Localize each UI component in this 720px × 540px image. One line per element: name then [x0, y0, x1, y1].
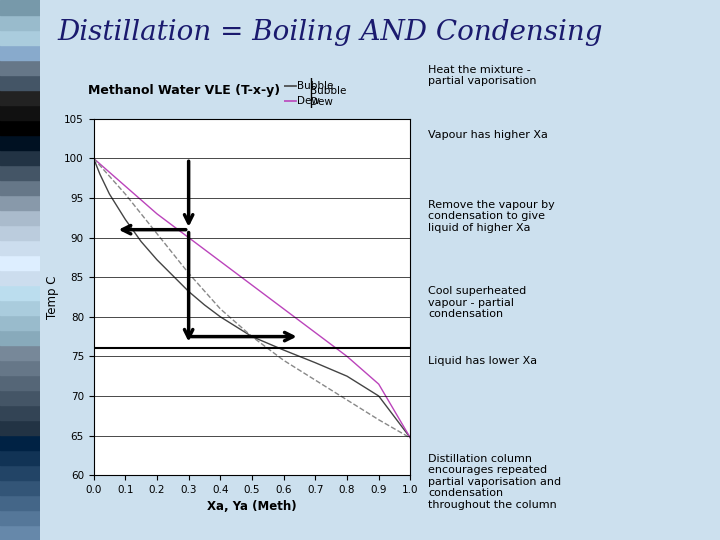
Bar: [0, 300, 40, 315]
Text: Bubble: Bubble: [310, 86, 346, 97]
Bar: [0, 315, 40, 330]
Text: Remove the vapour by
condensation to give
liquid of higher Xa: Remove the vapour by condensation to giv…: [428, 200, 555, 233]
Bar: [0, 435, 40, 450]
Bar: [0, 270, 40, 285]
Text: Distillation column
encourages repeated
partial vaporisation and
condensation
th: Distillation column encourages repeated …: [428, 454, 562, 510]
Text: Bubble: Bubble: [297, 80, 333, 91]
Y-axis label: Temp C: Temp C: [45, 275, 58, 319]
Bar: [0, 330, 40, 345]
Text: Cool superheated
vapour - partial
condensation: Cool superheated vapour - partial conden…: [428, 286, 526, 319]
Bar: [0, 510, 40, 525]
Bar: [0, 210, 40, 225]
Bar: [0, 120, 40, 135]
Bar: [0, 0, 40, 15]
Text: Vapour has higher Xa: Vapour has higher Xa: [428, 130, 548, 140]
Bar: [0, 405, 40, 420]
X-axis label: Xa, Ya (Meth): Xa, Ya (Meth): [207, 501, 297, 514]
Bar: [0, 345, 40, 360]
Bar: [0, 105, 40, 120]
Bar: [0, 285, 40, 300]
Bar: [0, 480, 40, 495]
Text: Distillation = Boiling AND Condensing: Distillation = Boiling AND Condensing: [58, 19, 603, 46]
Bar: [0, 180, 40, 195]
Bar: [0, 465, 40, 480]
Bar: [0, 495, 40, 510]
Text: Liquid has lower Xa: Liquid has lower Xa: [428, 356, 538, 367]
Bar: [0, 225, 40, 240]
Bar: [0, 195, 40, 210]
Bar: [0, 255, 40, 270]
Bar: [0, 60, 40, 75]
Text: Dew: Dew: [310, 97, 333, 107]
Text: Heat the mixture -
partial vaporisation: Heat the mixture - partial vaporisation: [428, 65, 537, 86]
Bar: [0, 390, 40, 405]
Bar: [0, 75, 40, 90]
Text: Methanol Water VLE (T-x-y): Methanol Water VLE (T-x-y): [88, 84, 279, 97]
Text: Dew: Dew: [297, 96, 320, 106]
Bar: [0, 135, 40, 150]
Bar: [0, 450, 40, 465]
Bar: [0, 45, 40, 60]
Bar: [0, 15, 40, 30]
Bar: [0, 150, 40, 165]
Bar: [0, 360, 40, 375]
Bar: [0, 240, 40, 255]
Bar: [0, 90, 40, 105]
Bar: [0, 375, 40, 390]
Bar: [0, 525, 40, 540]
Bar: [0, 165, 40, 180]
Bar: [0, 420, 40, 435]
Bar: [0, 30, 40, 45]
